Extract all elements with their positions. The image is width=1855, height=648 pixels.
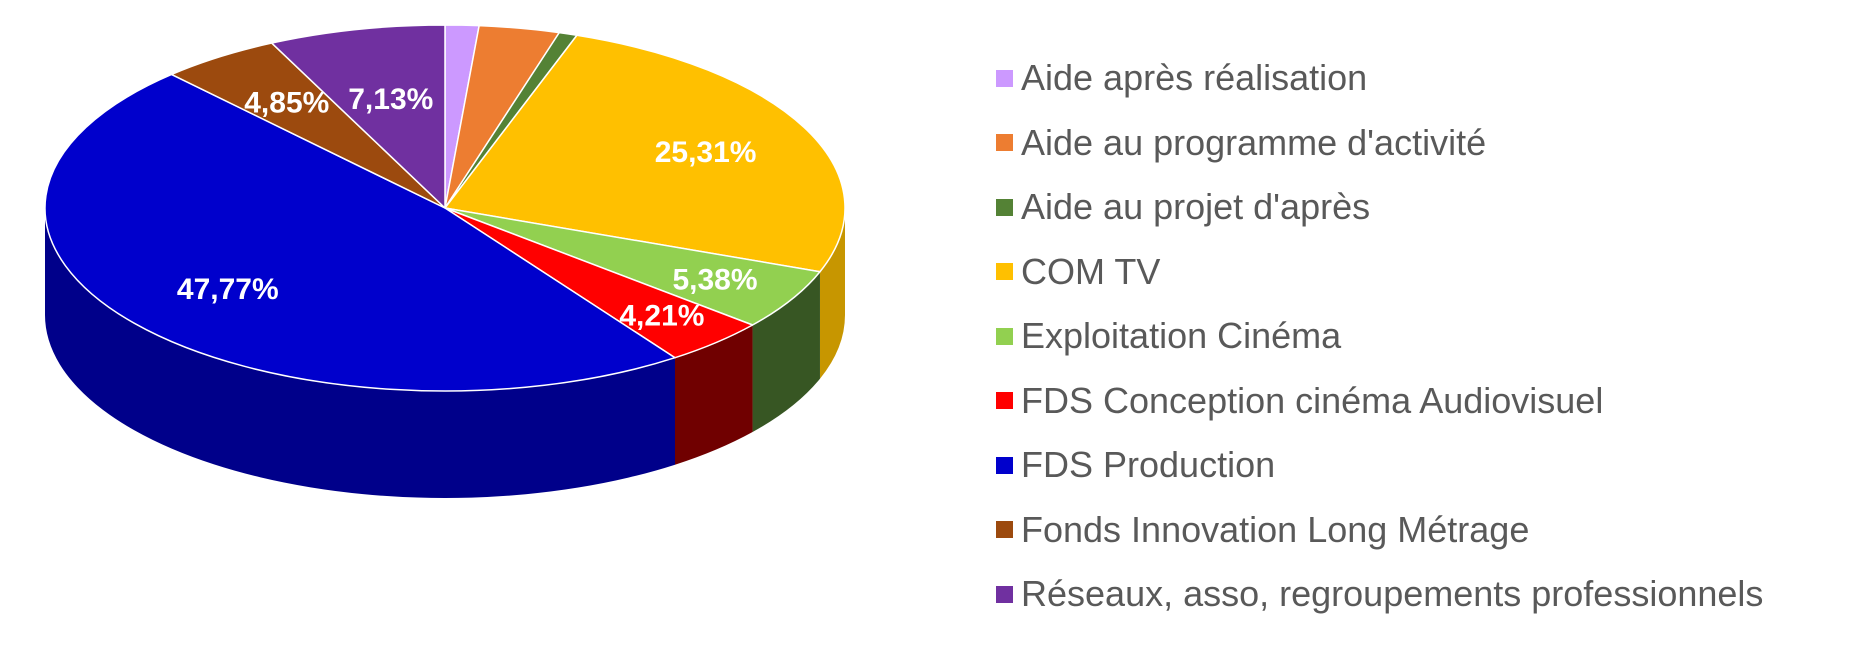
pie-side-com-tv	[819, 208, 845, 379]
data-label-com-tv: 25,31%	[655, 136, 757, 169]
data-label-exploitation-cinema: 5,38%	[672, 264, 757, 297]
pie-side-exploitation-cinema	[752, 271, 820, 433]
data-label-fds-conception-cinema-audiovisuel: 4,21%	[619, 300, 704, 333]
pie-slice-exploitation-cinema	[444, 207, 821, 326]
legend-item-fds-production: FDS Production	[996, 433, 1763, 498]
legend-swatch	[996, 134, 1013, 152]
legend-label: Exploitation Cinéma	[1021, 315, 1342, 357]
legend-item-aide-au-programme-d-activite: Aide au programme d'activité	[996, 111, 1763, 176]
legend-swatch	[996, 198, 1013, 216]
legend-swatch	[996, 456, 1013, 474]
legend-label: Aide au programme d'activité	[1021, 121, 1487, 163]
data-label-reseaux-asso-regroupements-professionnels: 7,13%	[348, 83, 433, 116]
legend-swatch	[996, 585, 1013, 603]
pie-slice-com-tv	[444, 34, 846, 273]
legend-item-reseaux-asso-regroupements-professionnels: Réseaux, asso, regroupements professionn…	[996, 562, 1763, 627]
legend-item-com-tv: COM TV	[996, 240, 1763, 305]
pie-sides	[45, 208, 845, 498]
legend: Aide après réalisation Aide au programme …	[996, 46, 1763, 627]
legend-item-aide-apres-realisation: Aide après réalisation	[996, 46, 1763, 111]
legend-label: COM TV	[1021, 250, 1161, 292]
legend-label: FDS Conception cinéma Audiovisuel	[1021, 379, 1604, 421]
legend-item-exploitation-cinema: Exploitation Cinéma	[996, 304, 1763, 369]
data-labels: 25,31% 5,38%4,21% 47,77% 4,85% 7,13%	[177, 83, 758, 332]
legend-swatch	[996, 327, 1013, 345]
legend-label: Aide après réalisation	[1021, 57, 1368, 99]
legend-label: Aide au projet d'après	[1021, 186, 1371, 228]
legend-item-aide-au-projet-d-apres: Aide au projet d'après	[996, 175, 1763, 240]
pie-slice-fds-production	[44, 73, 676, 392]
pie-side-fds-production	[45, 208, 676, 498]
legend-item-fonds-innovation-long-metrage: Fonds Innovation Long Métrage	[996, 498, 1763, 563]
legend-swatch	[996, 69, 1013, 87]
legend-label: Réseaux, asso, regroupements professionn…	[1021, 573, 1764, 615]
pie-slices	[44, 24, 846, 392]
legend-label: Fonds Innovation Long Métrage	[1021, 508, 1530, 550]
legend-swatch	[996, 263, 1013, 281]
pie-side-fds-conception-cinema-audiovisuel	[675, 325, 753, 465]
data-label-fonds-innovation-long-metrage: 4,85%	[244, 86, 329, 119]
legend-swatch	[996, 392, 1013, 410]
legend-swatch	[996, 521, 1013, 539]
legend-label: FDS Production	[1021, 444, 1276, 486]
data-label-fds-production: 47,77%	[177, 273, 279, 306]
legend-item-fds-conception-cinema-audiovisuel: FDS Conception cinéma Audiovisuel	[996, 369, 1763, 434]
pie-slice-reseaux-asso-regroupements-professionnels	[270, 24, 446, 209]
